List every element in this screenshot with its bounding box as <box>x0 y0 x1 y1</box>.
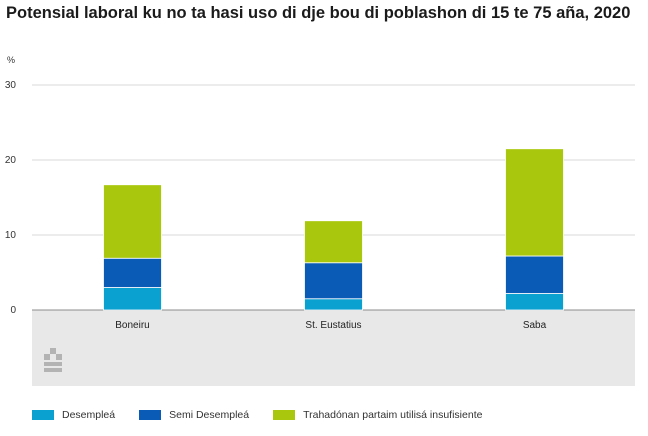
y-tick-label: 0 <box>10 305 16 316</box>
x-axis-band <box>32 310 635 386</box>
legend-swatch <box>139 410 162 420</box>
bar-segment <box>304 298 363 311</box>
bar-segment <box>505 293 564 311</box>
legend-label: Semi Desempleá <box>169 409 250 421</box>
chart-canvas: 0 10 20 30 Boneiru St. Eustatius Saba <box>5 80 635 386</box>
legend-label: Desempleá <box>62 409 116 421</box>
bar-segment <box>304 220 363 264</box>
bar-segment <box>304 262 363 300</box>
y-tick-label: 30 <box>5 80 17 91</box>
y-tick-label: 20 <box>5 155 17 166</box>
legend-swatch <box>32 410 54 420</box>
x-tick-label: Boneiru <box>115 320 149 331</box>
y-axis-unit: % <box>7 55 16 65</box>
cbs-logo <box>44 348 62 372</box>
y-tick-label: 10 <box>5 230 17 241</box>
legend: Desempleá Semi Desempleá Trahadónan partai… <box>32 406 506 424</box>
bar-segment <box>505 148 564 257</box>
legend-item: Desempleá <box>32 409 115 421</box>
legend-swatch <box>273 410 296 420</box>
bar-segment <box>505 255 564 294</box>
legend-item: Semi Desempleá <box>139 409 249 421</box>
x-tick-label: St. Eustatius <box>305 320 361 331</box>
bar-segment <box>103 257 162 288</box>
legend-label: Trahadónan partaim utilisá insufisiente <box>303 409 483 421</box>
x-tick-label: Saba <box>523 320 547 331</box>
legend-item: Trahadónan partaim utilisá insufisiente <box>273 409 482 421</box>
bar-segment <box>103 184 162 259</box>
bar-segment <box>103 287 162 311</box>
chart-title: Potensial laboral ku no ta hasi uso di d… <box>6 4 631 22</box>
